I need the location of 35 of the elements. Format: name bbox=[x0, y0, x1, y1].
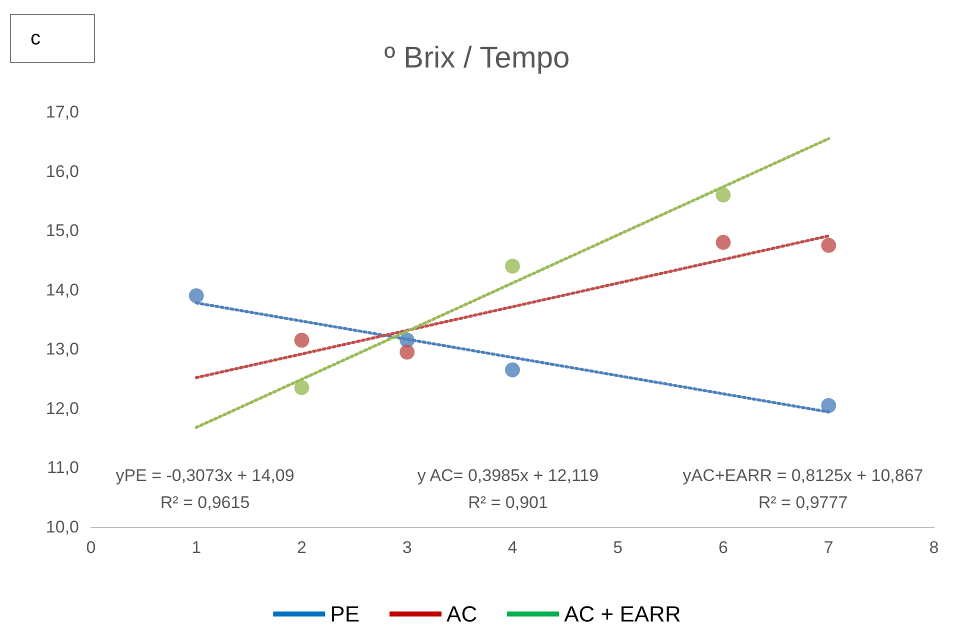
legend-label: AC + EARR bbox=[564, 602, 681, 626]
x-tick-label: 8 bbox=[929, 538, 939, 557]
y-tick-label: 14,0 bbox=[46, 280, 79, 300]
annotation: yPE = -0,3073x + 14,09 R² = 0,9615 bbox=[116, 466, 294, 512]
y-tick-label: 10,0 bbox=[46, 518, 79, 536]
y-tick-label: 13,0 bbox=[46, 340, 79, 359]
point bbox=[821, 398, 836, 413]
point bbox=[505, 258, 520, 274]
x-tick-label: 6 bbox=[718, 538, 728, 557]
point bbox=[188, 288, 204, 304]
point bbox=[821, 238, 836, 253]
point bbox=[294, 332, 310, 348]
x-tick-label: 1 bbox=[192, 538, 202, 557]
y-tick-label: 15,0 bbox=[46, 221, 79, 240]
x-tick-label: 7 bbox=[824, 538, 834, 557]
y-tick-label: 16,0 bbox=[46, 162, 79, 181]
text: c bbox=[30, 28, 40, 50]
chart-title: º Brix / Tempo bbox=[384, 42, 570, 74]
annotation: yAC+EARR = 0,8125x + 10,867 R² = 0,9777 bbox=[682, 466, 924, 512]
point bbox=[400, 344, 415, 360]
x-tick-label: 3 bbox=[402, 538, 412, 557]
y-tick-label: 12,0 bbox=[46, 398, 79, 418]
point bbox=[505, 362, 520, 378]
legend-label: AC bbox=[446, 602, 478, 626]
x-tick-label: 2 bbox=[297, 538, 306, 557]
point bbox=[294, 380, 310, 396]
x-tick-label: 4 bbox=[508, 538, 518, 557]
y-tick-label: 11,0 bbox=[47, 458, 79, 478]
annotation: y AC= 0,3985x + 12,119 R² = 0,901 bbox=[417, 466, 599, 512]
point bbox=[716, 188, 731, 202]
x-tick-label: 0 bbox=[86, 538, 96, 557]
x-tick-label: 5 bbox=[613, 538, 623, 557]
y-tick-label: 17,0 bbox=[46, 102, 79, 122]
legend-label: PE bbox=[330, 602, 360, 626]
point bbox=[716, 234, 731, 250]
